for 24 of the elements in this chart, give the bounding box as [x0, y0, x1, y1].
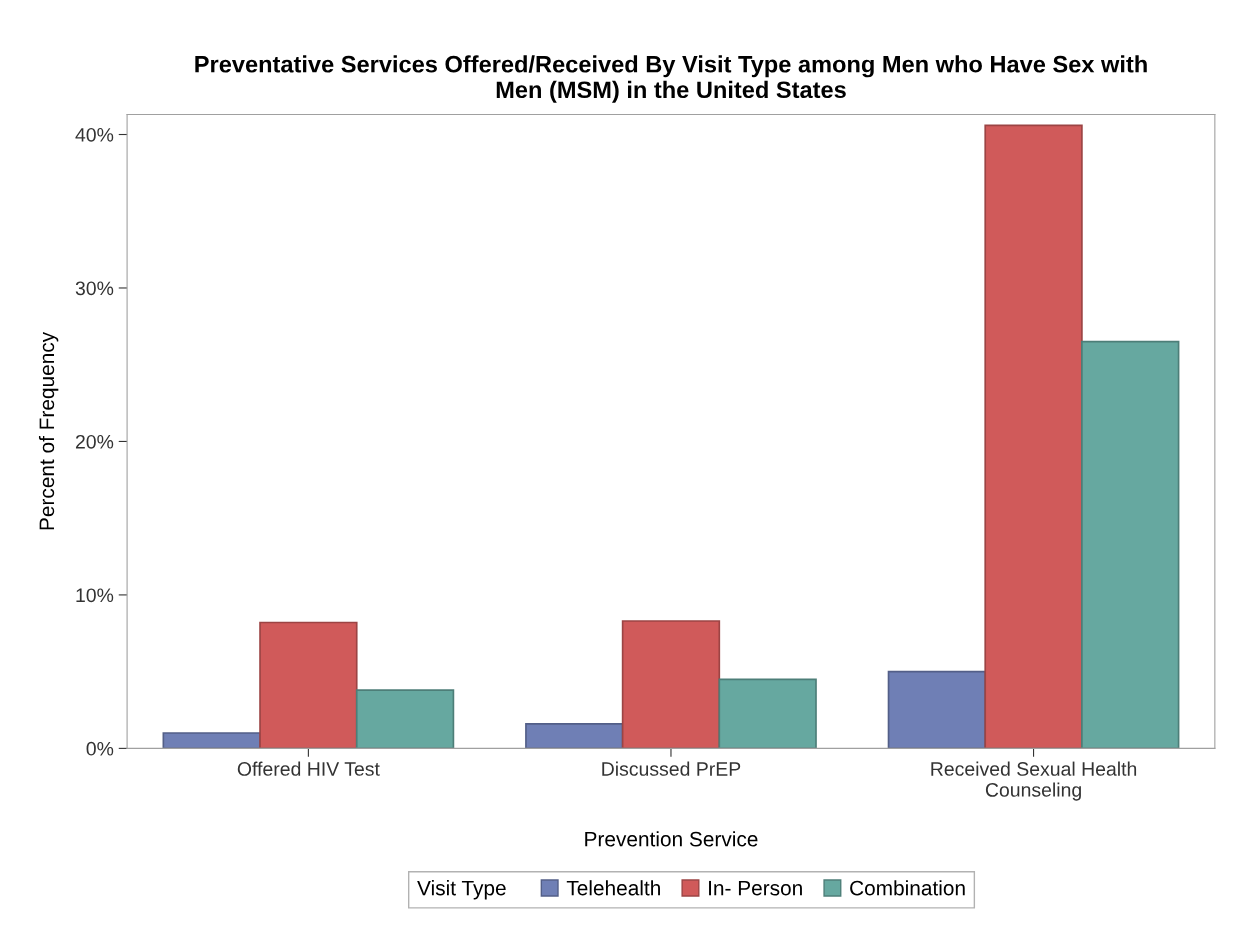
legend-title: Visit Type — [417, 880, 506, 900]
y-tick-label: 40% — [75, 127, 114, 142]
legend-label: Combination — [850, 880, 965, 896]
bar — [621, 620, 721, 749]
bar — [887, 670, 987, 749]
legend-label: Telehealth — [566, 880, 660, 896]
x-tick-label: Offered HIV Test — [237, 761, 380, 776]
x-axis-title: Prevention Service — [585, 831, 758, 847]
chart-title: Preventative Services Offered/Received By Visit Type among Men who Have Sex with Men (MSM) in the United States — [195, 55, 1147, 103]
x-tick-label: Discussed PrEP — [602, 761, 741, 776]
bar — [355, 689, 455, 749]
bar — [259, 621, 358, 749]
bar — [1081, 340, 1180, 749]
x-tick-label: Received Sexual Health Counseling — [931, 761, 1137, 801]
bar — [525, 722, 624, 749]
bar — [162, 732, 261, 749]
y-tick-label: 20% — [75, 434, 114, 449]
legend-label: In- Person — [709, 880, 802, 896]
bar — [984, 124, 1083, 749]
y-tick-label: 10% — [76, 588, 114, 603]
y-tick-label: 30% — [75, 281, 114, 296]
bar — [718, 678, 817, 749]
y-axis-title: Percent of Frequency — [38, 331, 59, 530]
y-tick-label: 0% — [86, 741, 114, 756]
